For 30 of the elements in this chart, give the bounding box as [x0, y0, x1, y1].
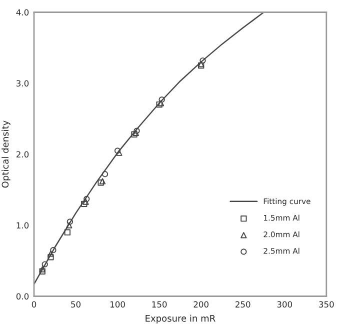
- y-axis-title: Optical density: [2, 120, 10, 188]
- x-tick-label: 200: [194, 301, 208, 308]
- point: [132, 130, 140, 136]
- point: [156, 101, 162, 108]
- line-series: [34, 12, 264, 285]
- point: [158, 100, 164, 106]
- x-tick-label: 50: [71, 301, 81, 308]
- x-tick-label: 350: [319, 301, 334, 308]
- point: [39, 268, 46, 274]
- x-tick-label: 250: [236, 301, 250, 308]
- point: [66, 222, 72, 228]
- point: [48, 250, 54, 257]
- point: [99, 178, 106, 184]
- point: [98, 180, 104, 186]
- y-tick-label: 0.0: [16, 293, 29, 300]
- x-axis-title: Exposure in mR: [146, 314, 216, 324]
- y-tick-label: 1.0: [16, 222, 29, 229]
- point: [64, 229, 70, 236]
- y-tick-label: 3.0: [16, 80, 29, 87]
- point: [82, 198, 89, 205]
- point: [131, 131, 138, 138]
- x-tick-label: 100: [110, 301, 125, 308]
- point: [39, 266, 46, 272]
- point: [81, 200, 88, 208]
- point: [48, 254, 54, 260]
- x-tick-label: 0: [32, 301, 36, 308]
- y-tick-label: 2.0: [16, 151, 29, 158]
- y-tick-label: 4.0: [16, 9, 29, 16]
- x-tick-label: 300: [277, 301, 292, 308]
- x-tick-label: 150: [152, 301, 167, 308]
